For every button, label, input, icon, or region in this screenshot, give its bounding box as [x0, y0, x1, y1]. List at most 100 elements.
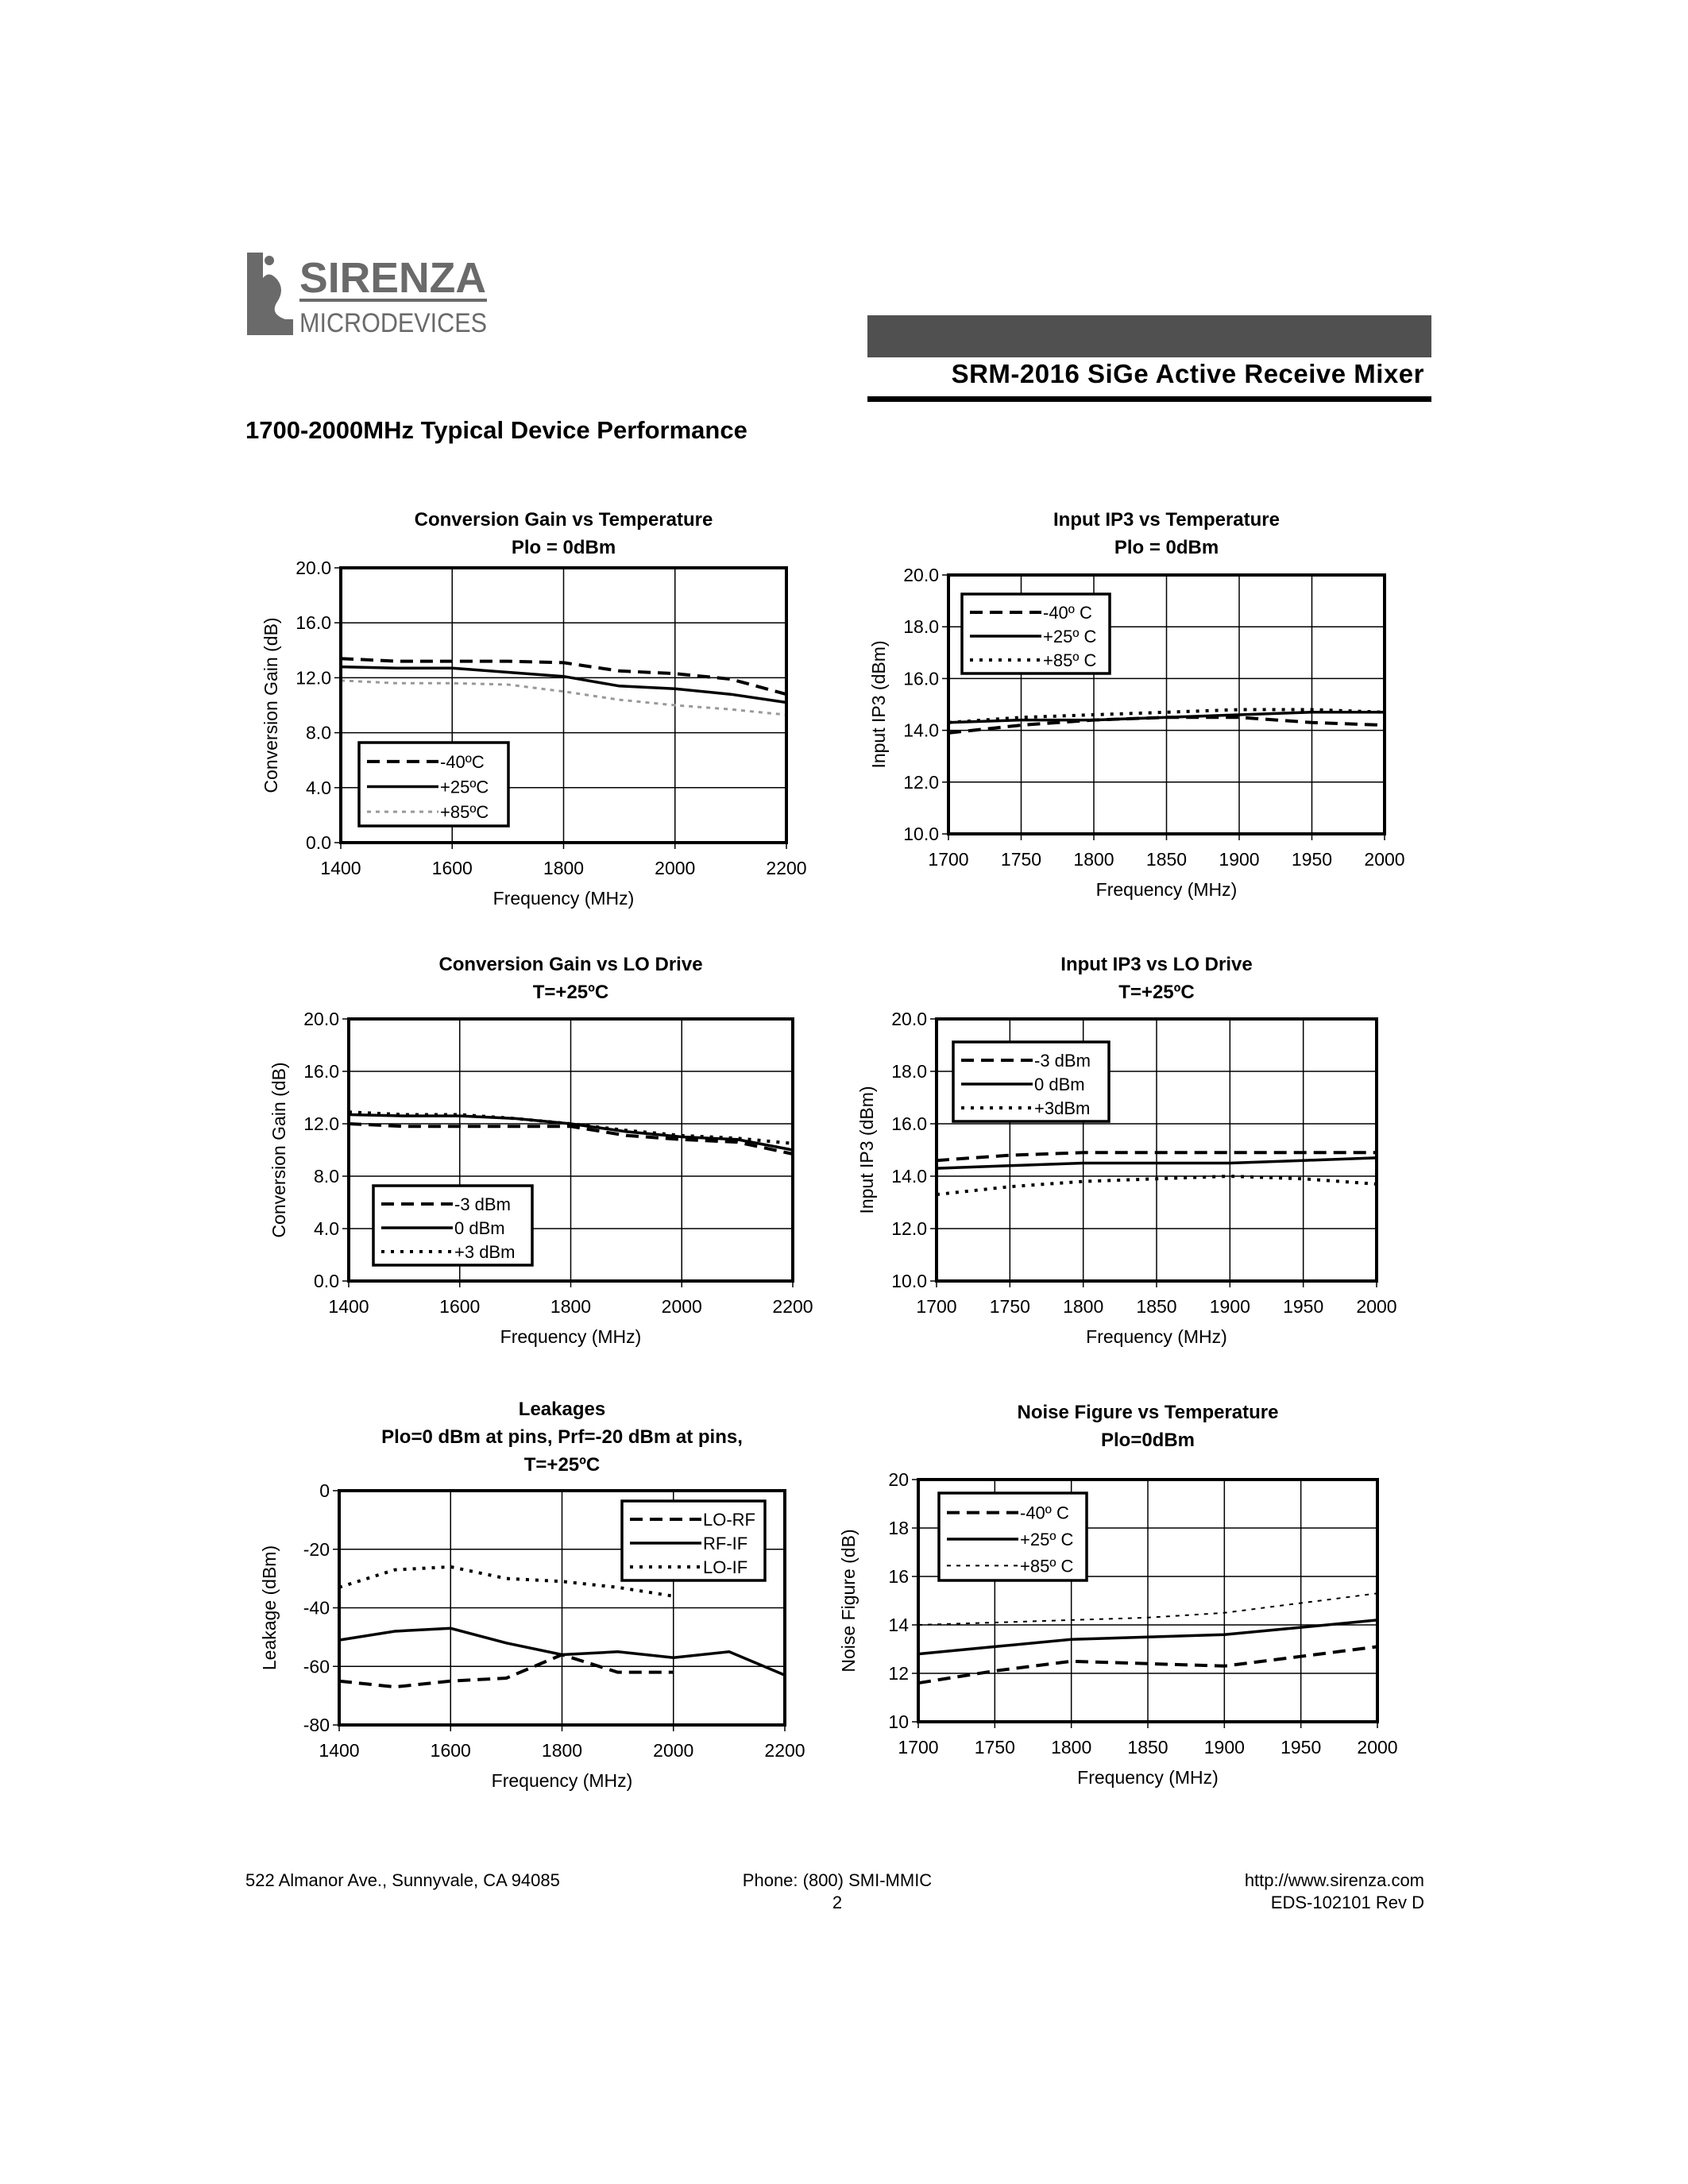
plot-border: [338, 1489, 786, 1727]
x-tick-label: 2000: [1356, 1296, 1396, 1317]
x-tick-label: 1850: [1146, 849, 1187, 870]
series-line-1: [348, 1122, 794, 1156]
y-tick-label: 16.0: [295, 612, 331, 633]
legend-label: +85ºC: [440, 802, 489, 822]
chart-5: Leakages Plo=0 dBm at pins, Prf=-20 dBm a…: [259, 1399, 805, 1791]
y-tick-label: 4.0: [306, 778, 331, 798]
x-tick-label: 1600: [431, 1740, 471, 1761]
y-tick-label: 0.0: [306, 832, 331, 853]
x-tick-label: 2000: [1364, 849, 1404, 870]
chart-title: Leakages: [519, 1399, 605, 1420]
x-tick-label: 1400: [320, 858, 361, 878]
y-tick-label: 8.0: [314, 1166, 339, 1187]
x-tick-label: 2200: [772, 1296, 813, 1317]
x-axis-label: Frequency (MHz): [1086, 1326, 1227, 1347]
footer-address: 522 Almanor Ave., Sunnyvale, CA 94085: [245, 1870, 560, 1890]
x-axis-label: Frequency (MHz): [500, 1326, 642, 1347]
x-tick-label: 2000: [653, 1740, 693, 1761]
x-tick-label: 1800: [550, 1296, 591, 1317]
y-tick-label: 20: [888, 1469, 909, 1490]
y-tick-label: 20.0: [303, 1009, 339, 1029]
legend-label: -40º C: [1043, 603, 1092, 623]
plot-border: [917, 1478, 1379, 1723]
legend-label: +25º C: [1043, 627, 1096, 646]
y-tick-label: 16.0: [891, 1113, 927, 1134]
x-tick-label: 1700: [928, 849, 968, 870]
legend: -40º C +25º C +85º C: [937, 1491, 1088, 1582]
y-tick-label: 12.0: [903, 772, 939, 793]
x-tick-label: 1750: [1001, 849, 1041, 870]
chart-title: Plo=0dBm: [1101, 1430, 1195, 1451]
x-tick-label: 1900: [1219, 849, 1259, 870]
plot-border: [935, 1017, 1378, 1283]
y-axis-label: Leakage (dBm): [259, 1545, 280, 1670]
chart-title: T=+25ºC: [524, 1454, 600, 1476]
chart-title: Input IP3 vs LO Drive: [1060, 954, 1252, 975]
chart-6: Noise Figure vs Temperature Plo=0dBm 1700 1…: [838, 1402, 1398, 1788]
legend: LO-RF RF-IF LO-IF: [620, 1499, 767, 1582]
footer-url[interactable]: http://www.sirenza.com: [1244, 1870, 1424, 1890]
x-tick-label: 2200: [766, 858, 806, 878]
footer-phone: Phone: (800) SMI-MMIC: [742, 1870, 933, 1890]
y-tick-label: 16.0: [903, 668, 939, 689]
legend-label: +25º C: [1020, 1530, 1073, 1549]
x-axis-label: Frequency (MHz): [1096, 879, 1238, 900]
x-tick-label: 2000: [655, 858, 695, 878]
legend: -40ºC +25ºC +85ºC: [357, 741, 510, 828]
y-tick-label: -40: [303, 1598, 330, 1619]
x-tick-label: 1800: [1073, 849, 1114, 870]
y-tick-label: 18.0: [891, 1061, 927, 1082]
series-line-1: [340, 657, 787, 696]
y-tick-label: 10.0: [903, 824, 939, 844]
x-tick-label: 1700: [916, 1296, 956, 1317]
chart-title: Plo = 0dBm: [512, 537, 616, 558]
x-tick-label: 2000: [662, 1296, 702, 1317]
x-tick-label: 1600: [439, 1296, 480, 1317]
header-rule: [867, 396, 1431, 402]
y-tick-label: 20.0: [903, 565, 939, 585]
series-line-2: [917, 1619, 1378, 1656]
legend-box: [620, 1499, 767, 1582]
y-axis-label: Conversion Gain (dB): [261, 617, 281, 793]
sirenza-logo: SIRENZA MICRODEVICES: [245, 246, 492, 338]
chart-title: Plo=0 dBm at pins, Prf=-20 dBm at pins,: [381, 1426, 743, 1448]
y-tick-label: 18: [888, 1518, 909, 1538]
legend: -40º C +25º C +85º C: [960, 592, 1111, 675]
series-line-2: [338, 1626, 786, 1677]
svg-text:MICRODEVICES: MICRODEVICES: [299, 308, 487, 338]
x-tick-label: 1600: [432, 858, 473, 878]
chart-3: Conversion Gain vs LO Drive T=+25ºC 1400 16…: [268, 954, 813, 1347]
y-tick-label: 16: [888, 1566, 909, 1587]
x-axis-label: Frequency (MHz): [493, 888, 635, 909]
chart-title: Conversion Gain vs LO Drive: [438, 954, 702, 975]
svg-text:SIRENZA: SIRENZA: [299, 254, 486, 302]
series-line-3: [917, 1592, 1378, 1626]
y-tick-label: 4.0: [314, 1218, 339, 1239]
chart-1: Conversion Gain vs Temperature Plo = 0dBm…: [261, 509, 807, 909]
series-line-1: [338, 1653, 674, 1689]
y-tick-label: 14: [888, 1615, 909, 1635]
y-tick-label: 12.0: [891, 1218, 927, 1239]
y-tick-label: 0: [319, 1480, 330, 1501]
legend-label: -3 dBm: [454, 1194, 511, 1214]
legend-label: -40ºC: [440, 752, 485, 772]
x-tick-label: 1800: [1051, 1737, 1091, 1758]
y-tick-label: 20.0: [295, 558, 331, 578]
legend-box: [357, 741, 510, 828]
x-tick-label: 1750: [990, 1296, 1030, 1317]
y-tick-label: 12: [888, 1663, 909, 1684]
legend-label: +3dBm: [1034, 1098, 1090, 1118]
x-tick-label: 1900: [1204, 1737, 1245, 1758]
x-tick-label: 1700: [898, 1737, 938, 1758]
x-tick-label: 2000: [1357, 1737, 1397, 1758]
y-axis-label: Conversion Gain (dB): [268, 1062, 289, 1237]
y-axis-label: Noise Figure (dB): [838, 1529, 859, 1672]
series-line-3: [338, 1565, 674, 1598]
series-line-2: [948, 711, 1385, 724]
series-line-1: [917, 1645, 1378, 1685]
y-tick-label: -60: [303, 1656, 330, 1677]
legend-label: -3 dBm: [1034, 1051, 1091, 1071]
legend-label: -40º C: [1020, 1503, 1069, 1523]
y-tick-label: 14.0: [903, 720, 939, 741]
